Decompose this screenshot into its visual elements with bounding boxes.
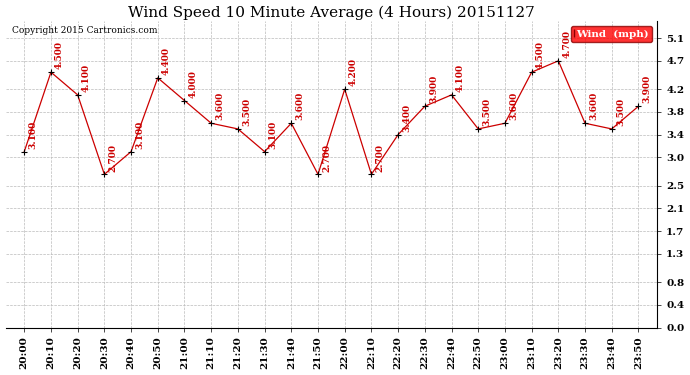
Title: Wind Speed 10 Minute Average (4 Hours) 20151127: Wind Speed 10 Minute Average (4 Hours) 2… xyxy=(128,6,535,20)
Text: 3.600: 3.600 xyxy=(215,92,224,120)
Text: 3.600: 3.600 xyxy=(295,92,304,120)
Text: 3.500: 3.500 xyxy=(482,98,491,126)
Text: 2.700: 2.700 xyxy=(108,144,117,171)
Text: 3.900: 3.900 xyxy=(429,75,438,104)
Text: 3.100: 3.100 xyxy=(135,121,144,149)
Text: 4.100: 4.100 xyxy=(455,64,464,92)
Text: 3.500: 3.500 xyxy=(242,98,251,126)
Text: 3.600: 3.600 xyxy=(509,92,518,120)
Text: 3.100: 3.100 xyxy=(28,121,37,149)
Text: 4.500: 4.500 xyxy=(55,41,64,69)
Text: 3.400: 3.400 xyxy=(402,104,411,132)
Text: 3.100: 3.100 xyxy=(269,121,278,149)
Text: 4.500: 4.500 xyxy=(536,41,545,69)
Text: 4.400: 4.400 xyxy=(162,47,171,75)
Text: 4.200: 4.200 xyxy=(349,58,358,86)
Text: 2.700: 2.700 xyxy=(375,144,384,171)
Text: 3.600: 3.600 xyxy=(589,92,598,120)
Text: 4.000: 4.000 xyxy=(188,70,197,98)
Text: 4.700: 4.700 xyxy=(562,30,571,58)
Text: 3.900: 3.900 xyxy=(642,75,651,104)
Text: 2.700: 2.700 xyxy=(322,144,331,171)
Text: 4.100: 4.100 xyxy=(82,64,91,92)
Text: Copyright 2015 Cartronics.com: Copyright 2015 Cartronics.com xyxy=(12,26,157,35)
Legend: Wind  (mph): Wind (mph) xyxy=(571,26,652,42)
Text: 3.500: 3.500 xyxy=(616,98,625,126)
